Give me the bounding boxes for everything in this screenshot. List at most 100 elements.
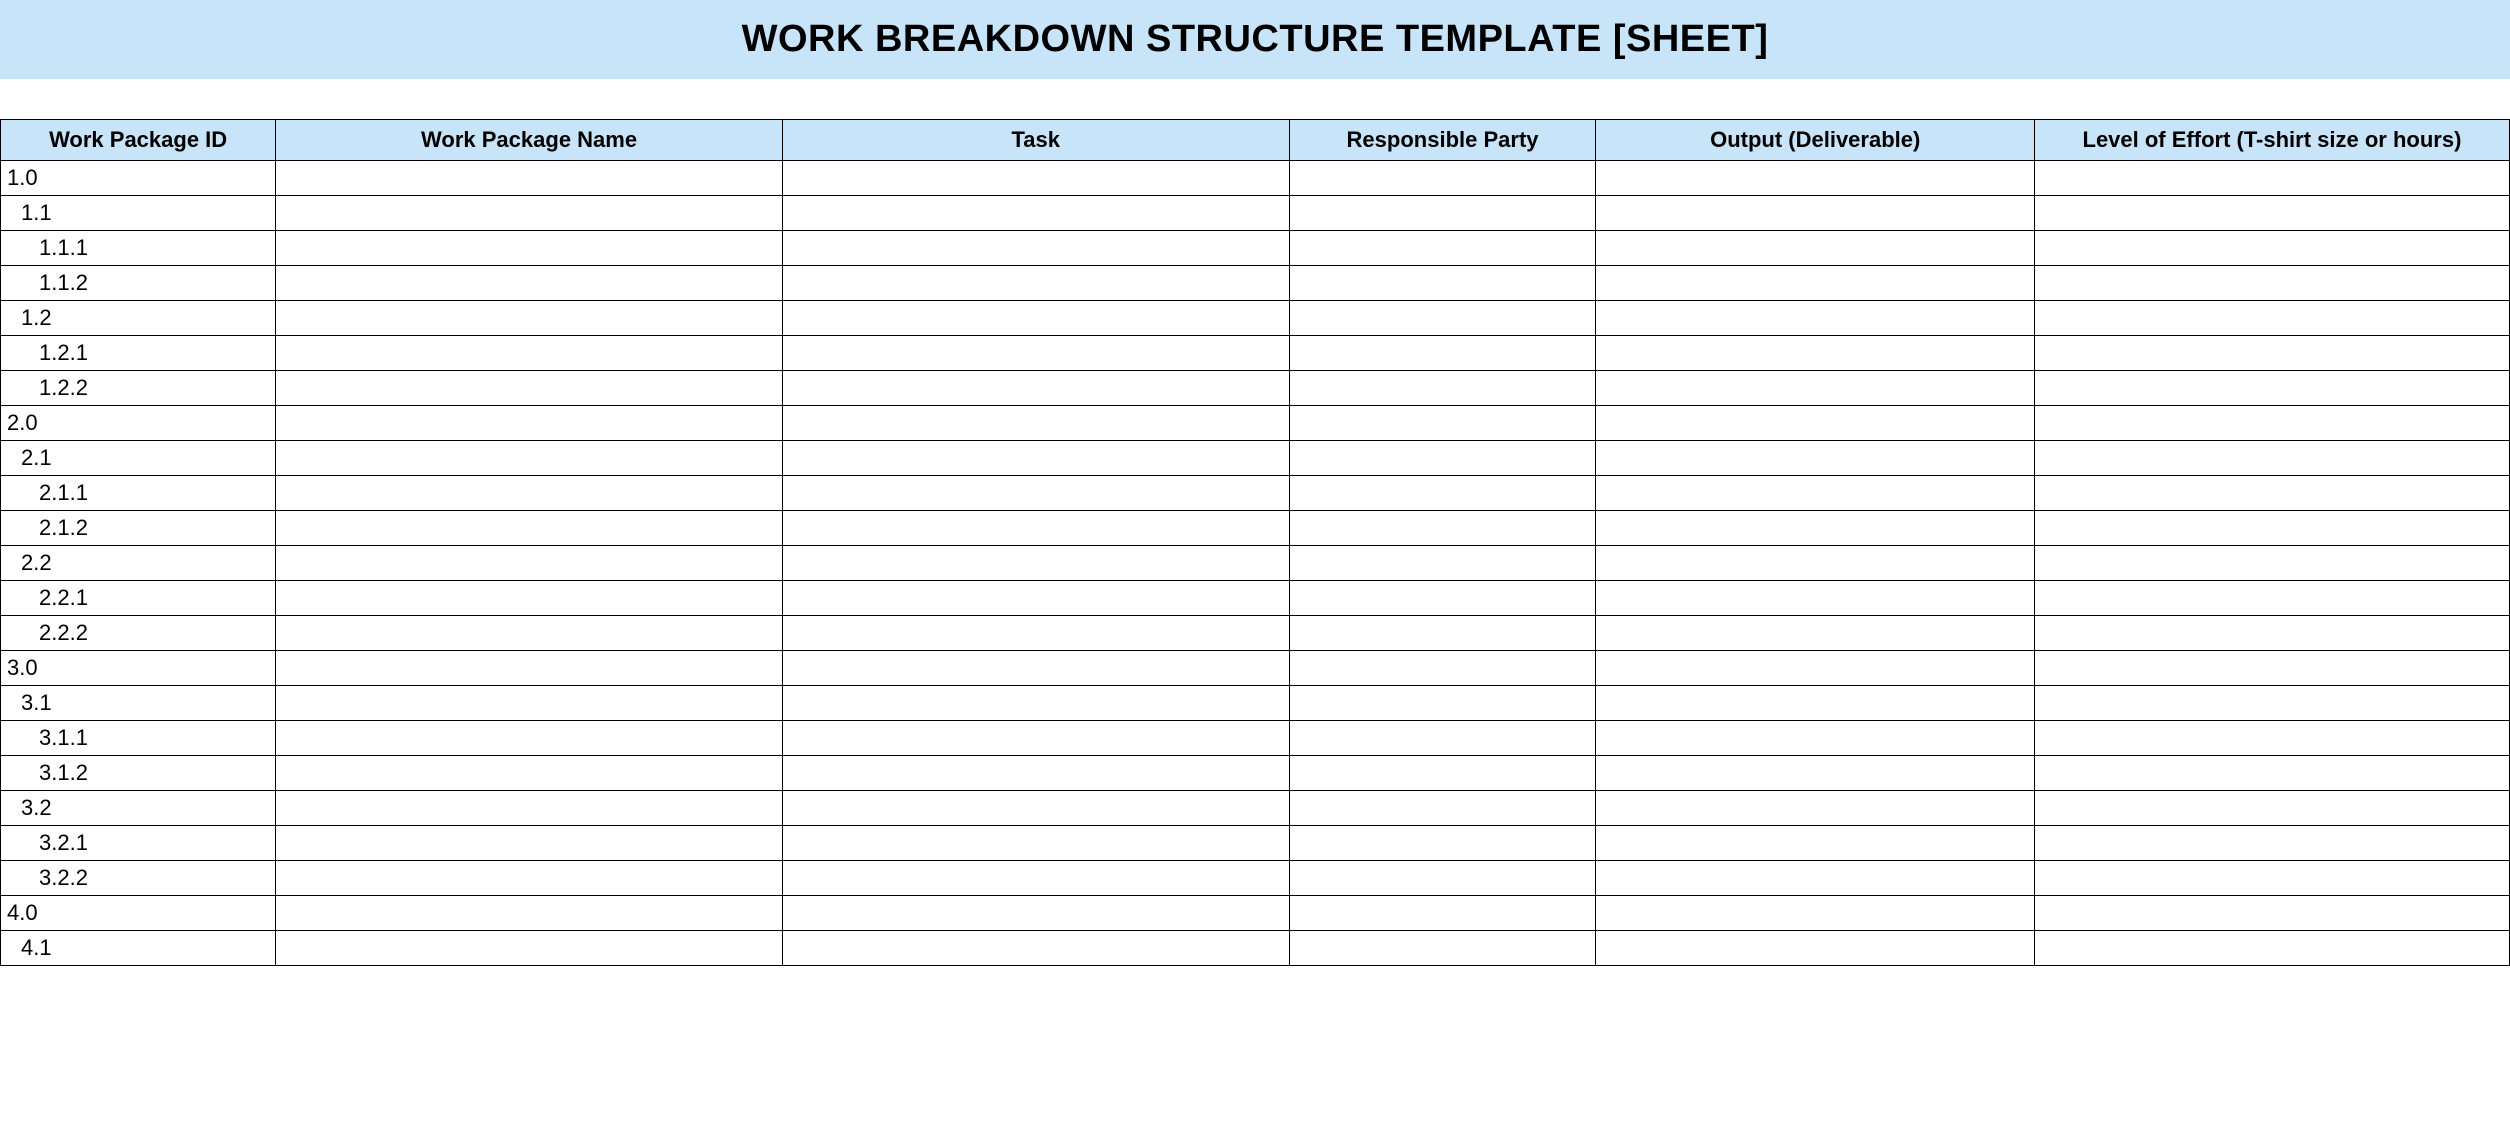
cell-party[interactable] bbox=[1289, 651, 1596, 686]
cell-name[interactable] bbox=[276, 336, 783, 371]
cell-output[interactable] bbox=[1596, 756, 2034, 791]
cell-task[interactable] bbox=[782, 826, 1289, 861]
cell-effort[interactable] bbox=[2034, 266, 2509, 301]
cell-effort[interactable] bbox=[2034, 336, 2509, 371]
cell-output[interactable] bbox=[1596, 231, 2034, 266]
cell-party[interactable] bbox=[1289, 476, 1596, 511]
cell-name[interactable] bbox=[276, 686, 783, 721]
cell-output[interactable] bbox=[1596, 161, 2034, 196]
cell-task[interactable] bbox=[782, 161, 1289, 196]
cell-name[interactable] bbox=[276, 301, 783, 336]
cell-name[interactable] bbox=[276, 861, 783, 896]
cell-task[interactable] bbox=[782, 791, 1289, 826]
cell-party[interactable] bbox=[1289, 931, 1596, 966]
cell-party[interactable] bbox=[1289, 161, 1596, 196]
cell-id[interactable]: 1.1.1 bbox=[1, 231, 276, 266]
cell-output[interactable] bbox=[1596, 511, 2034, 546]
cell-name[interactable] bbox=[276, 231, 783, 266]
cell-output[interactable] bbox=[1596, 336, 2034, 371]
cell-effort[interactable] bbox=[2034, 721, 2509, 756]
cell-output[interactable] bbox=[1596, 581, 2034, 616]
cell-effort[interactable] bbox=[2034, 161, 2509, 196]
cell-task[interactable] bbox=[782, 371, 1289, 406]
cell-id[interactable]: 2.2.1 bbox=[1, 581, 276, 616]
cell-party[interactable] bbox=[1289, 196, 1596, 231]
cell-task[interactable] bbox=[782, 441, 1289, 476]
cell-name[interactable] bbox=[276, 651, 783, 686]
cell-party[interactable] bbox=[1289, 406, 1596, 441]
cell-effort[interactable] bbox=[2034, 896, 2509, 931]
cell-id[interactable]: 3.1 bbox=[1, 686, 276, 721]
cell-id[interactable]: 3.1.2 bbox=[1, 756, 276, 791]
cell-task[interactable] bbox=[782, 511, 1289, 546]
cell-output[interactable] bbox=[1596, 651, 2034, 686]
cell-task[interactable] bbox=[782, 546, 1289, 581]
cell-name[interactable] bbox=[276, 161, 783, 196]
cell-name[interactable] bbox=[276, 756, 783, 791]
cell-name[interactable] bbox=[276, 791, 783, 826]
cell-party[interactable] bbox=[1289, 791, 1596, 826]
cell-party[interactable] bbox=[1289, 546, 1596, 581]
cell-name[interactable] bbox=[276, 581, 783, 616]
cell-party[interactable] bbox=[1289, 581, 1596, 616]
cell-name[interactable] bbox=[276, 616, 783, 651]
cell-output[interactable] bbox=[1596, 266, 2034, 301]
cell-party[interactable] bbox=[1289, 231, 1596, 266]
cell-id[interactable]: 1.1 bbox=[1, 196, 276, 231]
cell-output[interactable] bbox=[1596, 721, 2034, 756]
cell-id[interactable]: 1.0 bbox=[1, 161, 276, 196]
cell-name[interactable] bbox=[276, 406, 783, 441]
cell-output[interactable] bbox=[1596, 616, 2034, 651]
cell-output[interactable] bbox=[1596, 406, 2034, 441]
cell-effort[interactable] bbox=[2034, 686, 2509, 721]
cell-task[interactable] bbox=[782, 896, 1289, 931]
cell-id[interactable]: 4.1 bbox=[1, 931, 276, 966]
cell-id[interactable]: 2.1.1 bbox=[1, 476, 276, 511]
cell-effort[interactable] bbox=[2034, 511, 2509, 546]
cell-task[interactable] bbox=[782, 196, 1289, 231]
cell-name[interactable] bbox=[276, 371, 783, 406]
cell-output[interactable] bbox=[1596, 826, 2034, 861]
cell-id[interactable]: 2.1.2 bbox=[1, 511, 276, 546]
cell-party[interactable] bbox=[1289, 371, 1596, 406]
cell-id[interactable]: 2.2.2 bbox=[1, 616, 276, 651]
cell-effort[interactable] bbox=[2034, 931, 2509, 966]
cell-output[interactable] bbox=[1596, 861, 2034, 896]
cell-id[interactable]: 3.2.2 bbox=[1, 861, 276, 896]
cell-task[interactable] bbox=[782, 616, 1289, 651]
cell-effort[interactable] bbox=[2034, 301, 2509, 336]
cell-party[interactable] bbox=[1289, 896, 1596, 931]
cell-effort[interactable] bbox=[2034, 756, 2509, 791]
cell-effort[interactable] bbox=[2034, 651, 2509, 686]
cell-task[interactable] bbox=[782, 861, 1289, 896]
cell-task[interactable] bbox=[782, 931, 1289, 966]
cell-name[interactable] bbox=[276, 476, 783, 511]
cell-id[interactable]: 1.2 bbox=[1, 301, 276, 336]
cell-task[interactable] bbox=[782, 686, 1289, 721]
cell-effort[interactable] bbox=[2034, 581, 2509, 616]
cell-task[interactable] bbox=[782, 406, 1289, 441]
cell-id[interactable]: 1.1.2 bbox=[1, 266, 276, 301]
cell-id[interactable]: 2.2 bbox=[1, 546, 276, 581]
cell-party[interactable] bbox=[1289, 826, 1596, 861]
cell-party[interactable] bbox=[1289, 721, 1596, 756]
cell-name[interactable] bbox=[276, 931, 783, 966]
cell-party[interactable] bbox=[1289, 861, 1596, 896]
cell-name[interactable] bbox=[276, 546, 783, 581]
cell-id[interactable]: 3.2 bbox=[1, 791, 276, 826]
cell-name[interactable] bbox=[276, 441, 783, 476]
cell-effort[interactable] bbox=[2034, 826, 2509, 861]
cell-effort[interactable] bbox=[2034, 861, 2509, 896]
cell-id[interactable]: 2.1 bbox=[1, 441, 276, 476]
cell-output[interactable] bbox=[1596, 196, 2034, 231]
cell-task[interactable] bbox=[782, 336, 1289, 371]
cell-effort[interactable] bbox=[2034, 371, 2509, 406]
cell-task[interactable] bbox=[782, 721, 1289, 756]
cell-output[interactable] bbox=[1596, 476, 2034, 511]
cell-party[interactable] bbox=[1289, 441, 1596, 476]
cell-output[interactable] bbox=[1596, 371, 2034, 406]
cell-task[interactable] bbox=[782, 231, 1289, 266]
cell-name[interactable] bbox=[276, 721, 783, 756]
cell-name[interactable] bbox=[276, 511, 783, 546]
cell-output[interactable] bbox=[1596, 686, 2034, 721]
